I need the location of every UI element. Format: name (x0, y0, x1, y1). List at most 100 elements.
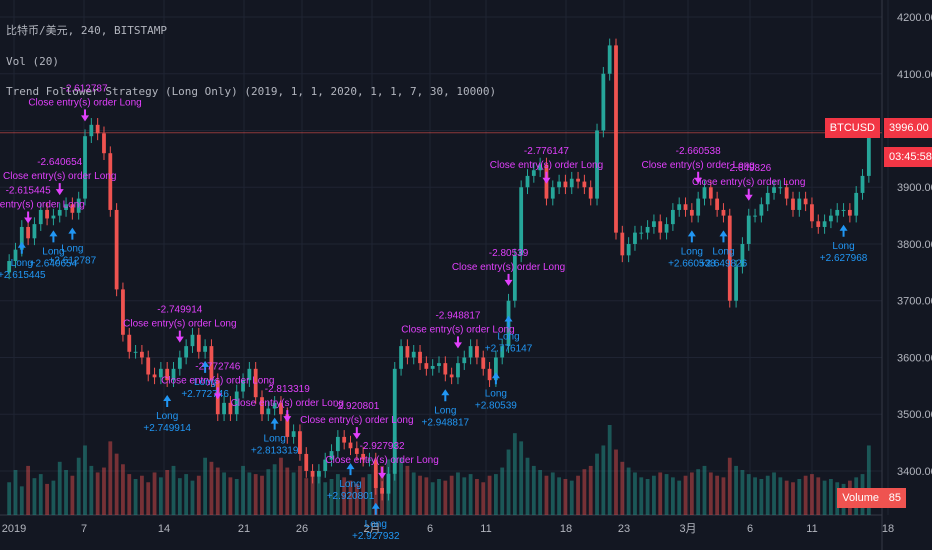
x-tick-label: 3月 (679, 523, 696, 535)
long-signal-value: +2.649826 (700, 258, 748, 269)
volume-bar (816, 477, 821, 515)
candle-body (140, 351, 144, 358)
long-arrow-icon (270, 417, 279, 430)
candle-body (778, 187, 783, 189)
candle-body (317, 470, 321, 477)
volume-bar (152, 472, 157, 515)
candle-body (835, 209, 840, 216)
volume-bar (228, 477, 233, 515)
close-signal-value: -2.80539 (489, 248, 529, 259)
candle-body (816, 221, 821, 227)
candle-body (209, 346, 214, 381)
candle-body (746, 215, 751, 244)
candle-body (797, 198, 802, 210)
candle-body (76, 198, 81, 213)
candle-body (108, 153, 113, 210)
long-signal-value: +2.640654 (30, 258, 78, 269)
volume-bar (310, 475, 315, 515)
long-signal-label: Long (832, 241, 854, 252)
volume-bar (512, 433, 517, 515)
candle-body (468, 346, 473, 358)
candle-body (563, 181, 568, 188)
candle-body (784, 187, 789, 199)
long-signal-label: Long (61, 244, 83, 255)
candle-body (335, 436, 340, 452)
volume-bar (7, 482, 12, 515)
volume-bar (108, 441, 113, 515)
volume-bar (121, 464, 125, 515)
candle-body (538, 164, 543, 171)
volume-bar (38, 474, 43, 515)
long-arrow-icon (163, 394, 172, 407)
volume-bar (399, 457, 403, 515)
close-arrow-icon (504, 273, 513, 286)
volume-bar (367, 474, 372, 515)
close-signal-label: Close entry(s) order Long (161, 375, 274, 386)
volume-bar (102, 467, 106, 515)
candle-body (841, 209, 846, 211)
volume-bar (266, 469, 271, 515)
candle-body (386, 473, 391, 494)
candle-body (13, 249, 18, 262)
volume-bar (241, 465, 245, 515)
long-signal-label: Long (485, 388, 507, 399)
long-arrow-icon (68, 227, 77, 240)
candle-body (272, 402, 277, 409)
long-arrow-icon (17, 241, 26, 254)
volume-bar (506, 449, 511, 515)
volume-bar (45, 483, 49, 515)
volume-bar (689, 472, 694, 515)
y-tick-label: 4100.00 (897, 69, 932, 81)
candle-body (449, 374, 454, 378)
candle-body (487, 368, 492, 381)
candle-body (298, 431, 302, 454)
candle-body (437, 363, 441, 366)
strategy-legend[interactable]: Trend Follower Strategy (Long Only) (201… (6, 85, 497, 98)
y-tick-label: 3900.00 (897, 182, 932, 194)
close-signal-value: -2.615445 (6, 186, 51, 197)
candle-body (847, 209, 852, 216)
volume-bar (329, 479, 334, 515)
candle-body (184, 346, 189, 358)
volume-legend[interactable]: Vol (20) (6, 55, 59, 68)
candle-body (424, 363, 429, 369)
close-signal-label: Close entry(s) order Long (641, 160, 754, 171)
symbol-legend[interactable]: 比特币/美元, 240, BITSTAMP (6, 24, 167, 37)
volume-bar (772, 472, 776, 515)
volume-bar (866, 445, 871, 515)
long-signal-value: +2.749914 (143, 423, 191, 434)
candle-body (291, 431, 296, 437)
volume-bar (443, 480, 448, 515)
candles (7, 38, 871, 501)
candle-body (253, 368, 258, 398)
candle-body (373, 459, 378, 488)
volume-bar (171, 465, 176, 515)
candle-body (550, 187, 555, 199)
candle-body (89, 124, 94, 137)
volume-bar (133, 479, 138, 515)
close-signal-value: -2.640654 (37, 157, 82, 168)
volume-bar (601, 445, 606, 515)
long-signal-label: Long (339, 479, 361, 490)
candle-body (247, 368, 252, 381)
candle-body (626, 243, 631, 256)
volume-bar (291, 472, 296, 515)
candle-body (45, 209, 49, 219)
volume-bar (83, 445, 87, 515)
y-tick-label: 3600.00 (897, 352, 932, 364)
volume-bar (253, 474, 258, 515)
close-arrow-icon (453, 336, 462, 349)
candle-body (854, 192, 859, 216)
volume-bar (89, 465, 94, 515)
volume-bar (335, 474, 340, 515)
close-arrow-icon (24, 211, 33, 224)
y-tick-label: 3800.00 (897, 239, 932, 251)
candle-body (380, 487, 385, 494)
close-signal-value: -2.927932 (360, 441, 405, 452)
volume-bar (196, 475, 201, 515)
candle-body (260, 397, 264, 415)
volume-bar (348, 480, 353, 515)
volume-bar (203, 457, 208, 515)
